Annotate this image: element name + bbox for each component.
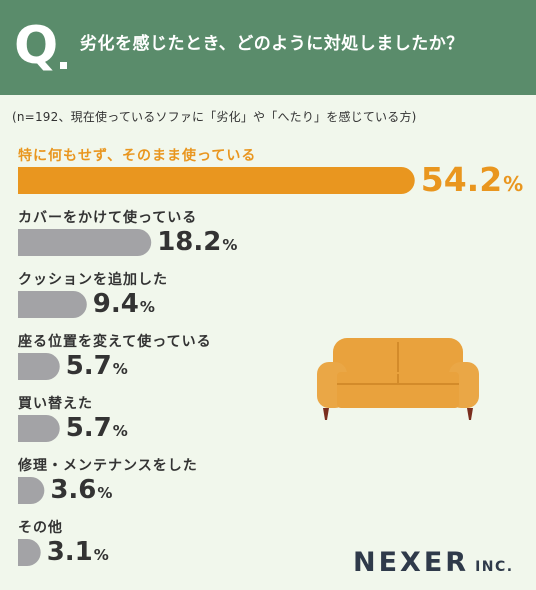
question-header: Q 劣化を感じたとき、どのように対処しましたか？ xyxy=(0,0,536,95)
value-label: 3.6% xyxy=(50,477,112,503)
bar xyxy=(18,415,60,442)
value-label: 3.1% xyxy=(47,539,109,565)
category-label: 特に何もせず、そのまま使っている xyxy=(18,148,257,164)
company-logo: NEXER INC. xyxy=(353,547,514,578)
logo-suffix: INC. xyxy=(475,559,514,575)
value-label: 5.7% xyxy=(66,415,128,441)
category-label: クッションを追加した xyxy=(18,272,168,288)
category-label: 座る位置を変えて使っている xyxy=(18,334,212,350)
value-label: 18.2% xyxy=(157,229,237,255)
value-number: 5.7 xyxy=(65,351,112,381)
category-label: カバーをかけて使っている xyxy=(18,210,198,226)
bar xyxy=(18,167,415,194)
question-text: 劣化を感じたとき、どのように対処しましたか？ xyxy=(80,34,464,54)
value-label: 54.2% xyxy=(421,163,523,196)
value-number: 3.1 xyxy=(46,537,93,567)
value-unit: % xyxy=(112,360,128,378)
bar xyxy=(18,291,87,318)
bar xyxy=(18,539,41,566)
q-letter: Q xyxy=(14,16,59,76)
value-number: 3.6 xyxy=(50,475,97,505)
category-label: その他 xyxy=(18,520,63,536)
value-unit: % xyxy=(222,236,238,254)
value-unit: % xyxy=(139,298,155,316)
value-label: 9.4% xyxy=(93,291,155,317)
bar xyxy=(18,477,45,504)
value-number: 54.2 xyxy=(420,160,503,199)
sofa-icon xyxy=(317,338,479,420)
sample-note: (n=192、現在使っているソファに「劣化」や「へたり」を感じている方) xyxy=(12,110,417,124)
value-unit: % xyxy=(97,484,113,502)
category-label: 買い替えた xyxy=(18,396,93,412)
value-unit: % xyxy=(112,422,128,440)
value-number: 9.4 xyxy=(92,289,139,319)
q-dot xyxy=(60,62,67,69)
value-label: 5.7% xyxy=(66,353,128,379)
bar xyxy=(18,353,60,380)
logo-main: NEXER xyxy=(353,547,470,578)
category-label: 修理・メンテナンスをした xyxy=(18,458,198,474)
bar xyxy=(18,229,152,256)
value-unit: % xyxy=(503,172,524,196)
value-unit: % xyxy=(93,546,109,564)
value-number: 18.2 xyxy=(157,227,222,257)
value-number: 5.7 xyxy=(65,413,112,443)
